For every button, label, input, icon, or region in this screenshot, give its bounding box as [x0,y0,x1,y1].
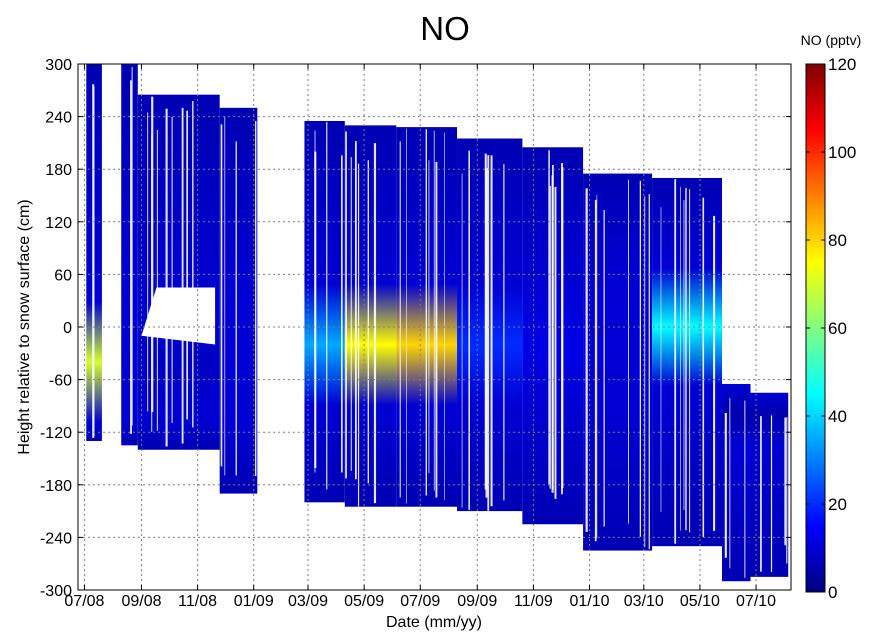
y-tick-label: 0 [63,320,72,337]
gridlines [78,64,791,590]
y-tick-label: 180 [45,162,72,179]
x-tick-label: 05/10 [680,593,720,610]
x-tick-label: 09/09 [457,593,497,610]
data-column [219,107,258,494]
y-tick-label: -240 [40,530,72,547]
data-column [344,125,397,507]
x-tick-label: 03/09 [288,593,328,610]
data-column [137,94,220,450]
colorbar-tick-label: 0 [828,583,837,602]
x-tick-label: 05/09 [344,593,384,610]
colorbar-ticks: 0 20 40 60 80 100 120 [806,55,856,602]
colorbar-title: NO (pptv) [801,32,862,48]
data-column [457,138,523,512]
x-tick-label: 01/10 [569,593,609,610]
colorbar-tick-label: 60 [828,319,847,338]
data-column [583,173,653,551]
colorbar-tick-label: 100 [828,143,856,162]
y-axis-ticks: 300 240 180 120 60 0 -60 -120 -180 -240 -300 [40,57,791,600]
y-tick-label: -180 [40,478,72,495]
colorbar-tick-label: 20 [828,495,847,514]
chart-title: NO [420,10,470,47]
no-data-region [141,287,216,345]
data-column [121,64,138,446]
data-column [304,120,345,503]
x-tick-label: 01/09 [234,593,274,610]
x-tick-label: 03/10 [624,593,664,610]
y-tick-label: 300 [45,57,72,74]
y-tick-label: 120 [45,215,72,232]
x-tick-label: 07/10 [736,593,776,610]
y-axis-label: Height relative to snow surface (cm) [16,199,33,454]
colorbar-tick-label: 120 [828,55,856,74]
x-tick-label: 11/08 [178,593,217,610]
x-axis-ticks: 07/08 09/08 11/08 01/09 03/09 05/09 07/09 09/09… [64,64,776,610]
y-tick-label: -60 [49,373,72,390]
data-column [652,177,722,547]
plot-area [86,64,789,590]
x-tick-label: 11/09 [514,593,553,610]
x-tick-label: 07/09 [400,593,440,610]
y-tick-label: 60 [54,267,72,284]
y-tick-label: -120 [40,425,72,442]
colorbar-tick-label: 40 [828,407,847,426]
x-axis-label: Date (mm/yy) [386,614,482,631]
y-tick-label: 240 [45,110,72,127]
y-tick-label: -300 [40,583,72,600]
colorbar-tick-label: 80 [828,231,847,250]
x-tick-label: 09/08 [121,593,161,610]
x-tick-label: 07/08 [64,593,104,610]
data-gap-region [257,64,305,590]
